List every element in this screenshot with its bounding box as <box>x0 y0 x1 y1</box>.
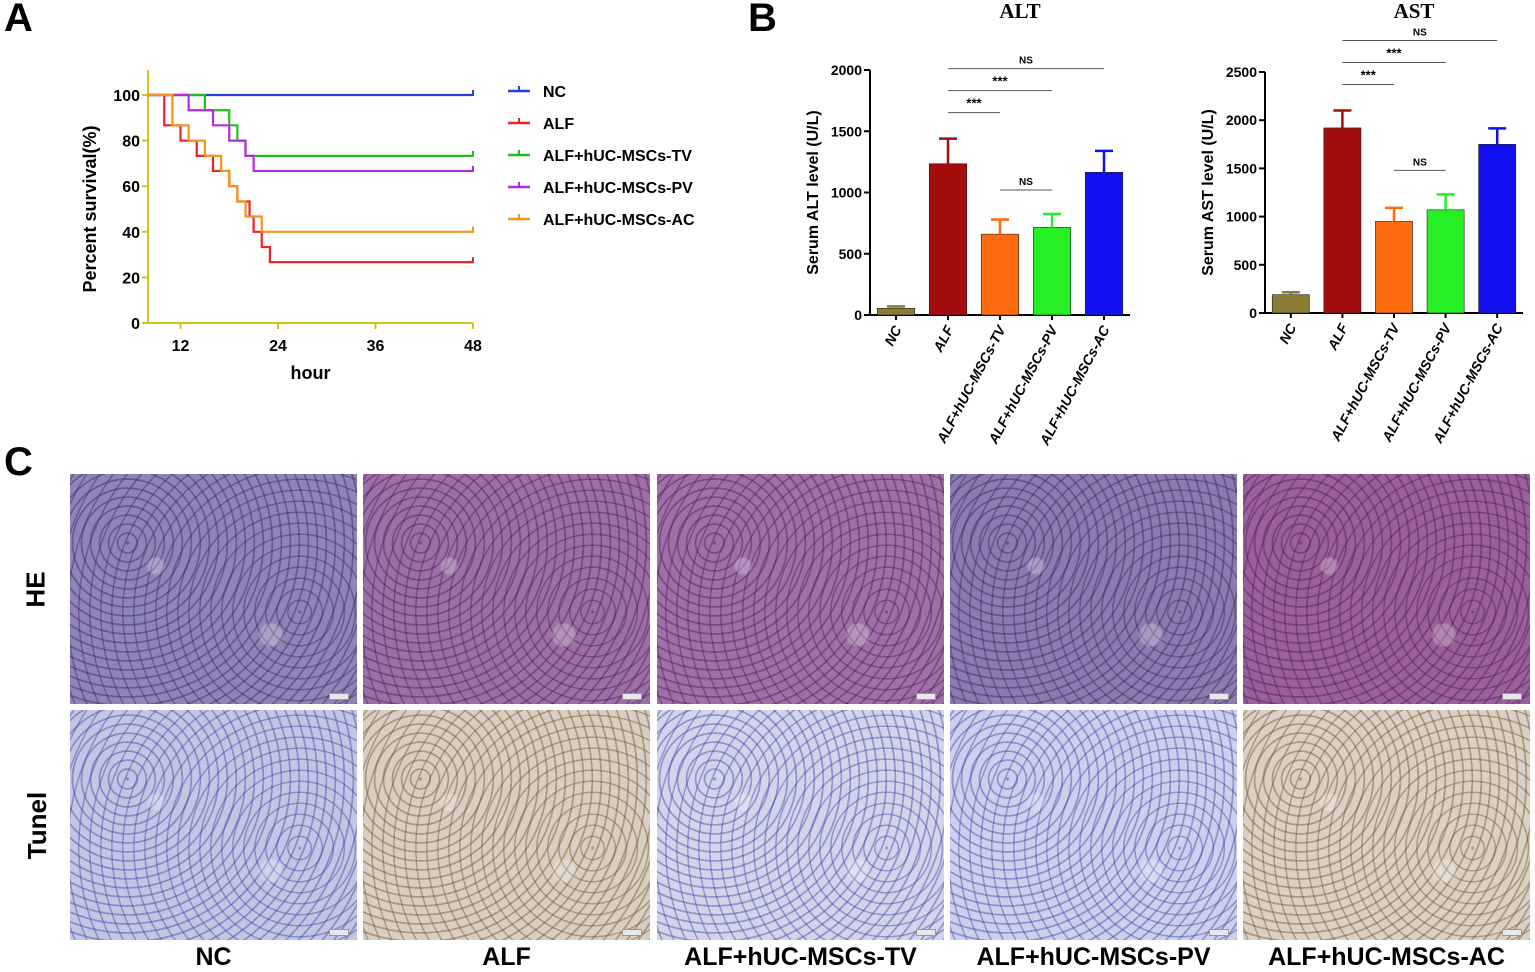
scale-bar <box>916 929 936 936</box>
scale-bar <box>1502 693 1522 700</box>
y-tick-label: 0 <box>1249 305 1257 321</box>
y-tick-label: 1500 <box>831 123 862 139</box>
significance-label: NS <box>1019 56 1033 67</box>
column-label-3: ALF+hUC-MSCs-PV <box>976 943 1211 971</box>
y-tick-label: 40 <box>122 225 140 242</box>
panel-label-a: A <box>4 0 33 40</box>
column-label-2: ALF+hUC-MSCs-TV <box>684 943 917 971</box>
scale-bar <box>329 929 349 936</box>
survival-chart: 0 20 40 60 80 100 12 24 36 48 hour Percent survival… <box>80 70 695 383</box>
micrograph-tunel-1 <box>363 710 650 940</box>
micrograph-he-3 <box>950 474 1237 704</box>
y-tick-label: 2500 <box>1226 64 1257 80</box>
y-axis-title: Serum AST level (U/L) <box>1200 109 1217 276</box>
micrograph-tunel-2 <box>657 710 944 940</box>
y-tick-label: 2000 <box>831 62 862 78</box>
scale-bar <box>1502 929 1522 936</box>
significance-label: *** <box>992 74 1008 89</box>
significance-label: NS <box>1413 28 1427 39</box>
x-tick-label: 24 <box>269 338 287 355</box>
significance-label: *** <box>1386 46 1402 61</box>
micrograph-tunel-0 <box>70 710 357 940</box>
column-label-0: NC <box>195 943 232 971</box>
scale-bar <box>329 693 349 700</box>
y-tick-label: 100 <box>113 88 140 105</box>
survival-line-3 <box>148 93 473 173</box>
chart-title: AST <box>1394 0 1435 23</box>
row-label-tunel: Tunel <box>22 791 53 860</box>
y-tick-label: 1000 <box>831 185 862 201</box>
bar-3 <box>1426 209 1465 314</box>
survival-line-1 <box>148 93 473 264</box>
micrograph-he-0 <box>70 474 357 704</box>
significance-label: NS <box>1019 177 1033 188</box>
scale-bar <box>622 929 642 936</box>
legend-label-1: ALF <box>543 116 574 133</box>
column-label-1: ALF <box>482 943 531 971</box>
y-tick-label: 1500 <box>1226 160 1257 176</box>
x-tick-label-0: NC <box>881 322 905 348</box>
bar-4 <box>1084 171 1124 316</box>
row-label-he: HE <box>20 571 51 608</box>
y-axis-title: Percent survival(%) <box>80 125 100 292</box>
legend-label-0: NC <box>543 84 567 101</box>
scale-bar <box>622 693 642 700</box>
legend-label-2: ALF+hUC-MSCs-TV <box>543 148 692 165</box>
significance-label: *** <box>966 96 982 111</box>
legend-label-4: ALF+hUC-MSCs-AC <box>543 212 695 229</box>
bar-2 <box>1375 221 1413 314</box>
column-label-4: ALF+hUC-MSCs-AC <box>1268 943 1505 971</box>
micrograph-he-2 <box>657 474 944 704</box>
y-tick-label: 80 <box>122 134 140 151</box>
y-tick-label: 20 <box>122 270 140 287</box>
x-tick-label: 12 <box>172 338 190 355</box>
bar-2 <box>980 233 1020 316</box>
y-tick-label: 500 <box>839 246 863 262</box>
micrograph-he-4 <box>1243 474 1530 704</box>
significance-label: NS <box>1413 157 1427 168</box>
x-tick-label-0: NC <box>1276 320 1300 346</box>
y-tick-label: 0 <box>131 316 140 333</box>
y-tick-label: 1000 <box>1226 209 1257 225</box>
y-tick-label: 500 <box>1234 257 1258 273</box>
significance-label: *** <box>1361 68 1377 83</box>
bar-3 <box>1032 227 1072 316</box>
micrograph-he-1 <box>363 474 650 704</box>
ast-bar-chart: AST 0 500 1000 1500 2000 2500 Serum AST level (… <box>1200 0 1523 446</box>
panel-label-c: C <box>4 440 33 484</box>
x-tick-label-1: ALF <box>929 323 957 356</box>
x-tick-label-1: ALF <box>1324 321 1352 354</box>
scale-bar <box>1209 693 1229 700</box>
bar-1 <box>1323 127 1362 314</box>
chart-title: ALT <box>999 0 1040 23</box>
y-axis-title: Serum ALT level (U/L) <box>805 110 822 274</box>
legend-label-3: ALF+hUC-MSCs-PV <box>543 180 693 197</box>
bar-0 <box>1271 294 1310 314</box>
bar-0 <box>876 307 916 316</box>
x-tick-label: 36 <box>367 338 385 355</box>
bar-1 <box>928 163 968 316</box>
x-tick-label: 48 <box>464 338 482 355</box>
alt-bar-chart: ALT 0 500 1000 1500 2000 Serum ALT level (U/L)… <box>805 0 1130 448</box>
micrograph-tunel-3 <box>950 710 1237 940</box>
survival-line-4 <box>148 93 473 233</box>
x-axis-title: hour <box>291 363 331 383</box>
y-tick-label: 2000 <box>1226 112 1257 128</box>
y-tick-label: 60 <box>122 179 140 196</box>
scale-bar <box>1209 929 1229 936</box>
panel-label-b: B <box>748 0 777 40</box>
bar-4 <box>1478 144 1517 314</box>
micrograph-tunel-4 <box>1243 710 1530 940</box>
scale-bar <box>916 693 936 700</box>
y-tick-label: 0 <box>854 307 862 323</box>
